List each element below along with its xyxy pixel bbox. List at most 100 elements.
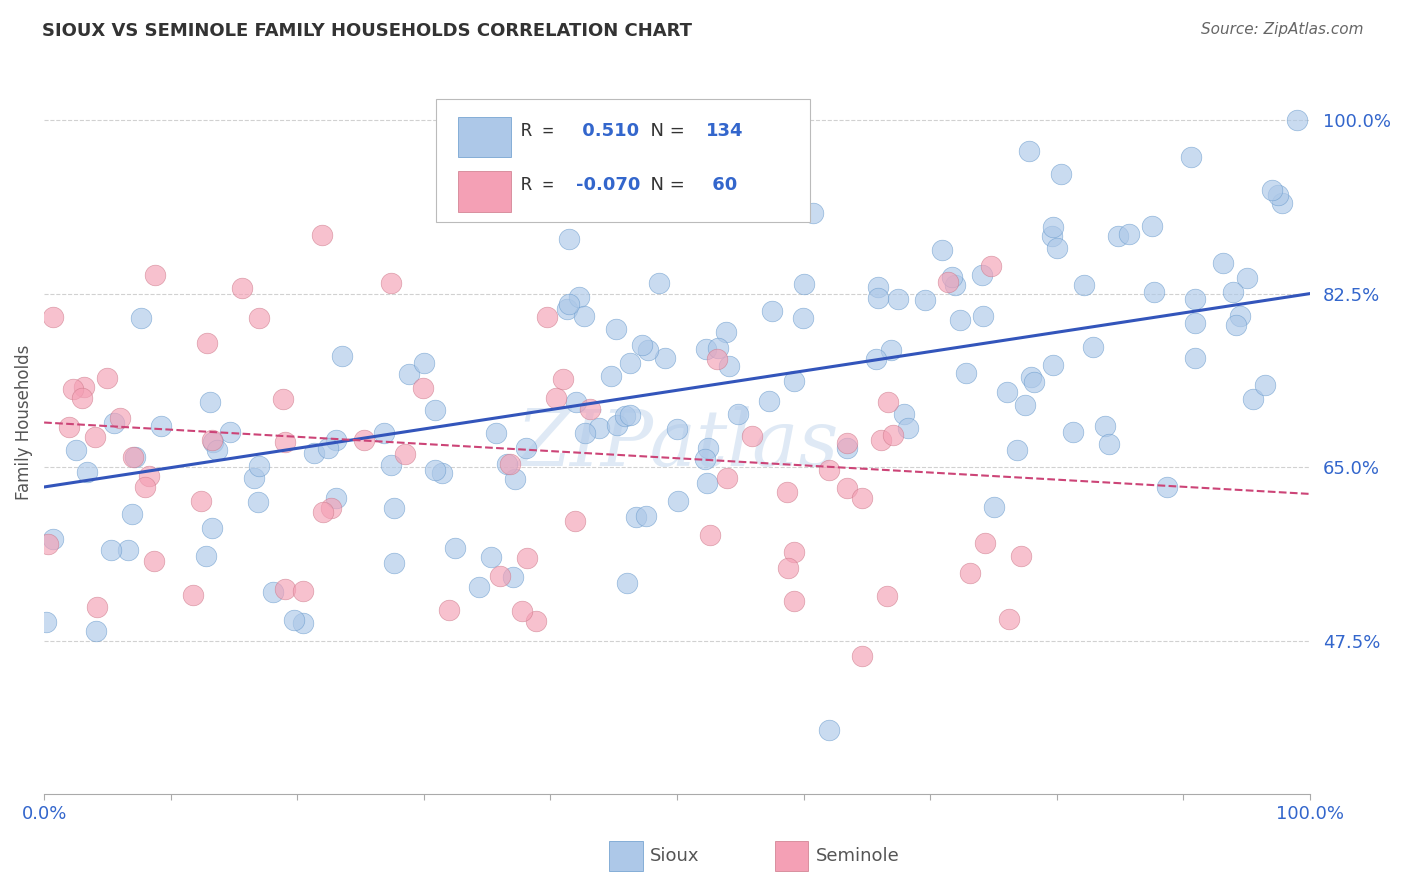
Point	[544, 391, 567, 405]
Point	[195, 549, 218, 563]
Point	[835, 435, 858, 450]
Point	[302, 445, 325, 459]
Point	[636, 508, 658, 523]
Point	[761, 304, 783, 318]
Point	[468, 581, 491, 595]
Point	[443, 541, 465, 555]
Point	[959, 566, 981, 581]
Point	[880, 343, 903, 357]
Point	[568, 290, 591, 304]
Point	[316, 441, 339, 455]
Point	[190, 494, 212, 508]
Point	[423, 403, 446, 417]
Point	[616, 575, 638, 590]
Text: Seminole: Seminole	[815, 847, 900, 865]
Point	[108, 410, 131, 425]
Point	[696, 475, 718, 490]
Point	[1018, 144, 1040, 158]
Point	[330, 349, 353, 363]
Point	[1046, 241, 1069, 255]
Point	[325, 434, 347, 448]
Text: -0.070: -0.070	[575, 177, 640, 194]
Point	[876, 395, 898, 409]
Point	[283, 613, 305, 627]
Point	[382, 500, 405, 515]
FancyBboxPatch shape	[458, 117, 512, 157]
Point	[851, 491, 873, 506]
Point	[776, 484, 799, 499]
Point	[201, 433, 224, 447]
Point	[972, 268, 994, 283]
Point	[783, 545, 806, 559]
Point	[574, 425, 596, 440]
Point	[1184, 316, 1206, 330]
Point	[893, 407, 915, 421]
Point	[515, 442, 537, 456]
Text: SIOUX VS SEMINOLE FAMILY HOUSEHOLDS CORRELATION CHART: SIOUX VS SEMINOLE FAMILY HOUSEHOLDS CORR…	[42, 22, 692, 40]
Point	[496, 457, 519, 471]
Point	[195, 336, 218, 351]
Point	[876, 589, 898, 603]
Text: Sioux: Sioux	[650, 847, 699, 865]
Point	[1267, 188, 1289, 202]
Point	[1286, 113, 1309, 128]
Point	[741, 429, 763, 443]
Point	[488, 569, 510, 583]
Point	[654, 351, 676, 366]
Point	[1236, 270, 1258, 285]
Point	[485, 426, 508, 441]
Text: 60: 60	[706, 177, 737, 194]
Point	[325, 491, 347, 505]
Point	[983, 500, 1005, 514]
Point	[103, 416, 125, 430]
Point	[914, 293, 936, 307]
Point	[558, 232, 581, 246]
Point	[262, 585, 284, 599]
Point	[1143, 285, 1166, 299]
Text: Source: ZipAtlas.com: Source: ZipAtlas.com	[1201, 22, 1364, 37]
Point	[1094, 419, 1116, 434]
Point	[231, 280, 253, 294]
Point	[783, 594, 806, 608]
Point	[835, 481, 858, 495]
Point	[706, 352, 728, 367]
Point	[980, 260, 1002, 274]
Point	[1107, 229, 1129, 244]
Point	[1184, 293, 1206, 307]
Point	[201, 435, 224, 450]
Point	[247, 310, 270, 325]
Point	[865, 351, 887, 366]
Point	[437, 603, 460, 617]
Point	[793, 277, 815, 291]
Point	[783, 374, 806, 388]
Point	[579, 401, 602, 416]
Point	[1073, 278, 1095, 293]
Point	[86, 599, 108, 614]
Point	[882, 428, 904, 442]
Point	[292, 616, 315, 631]
Point	[955, 366, 977, 380]
Point	[1254, 378, 1277, 392]
Point	[505, 472, 527, 486]
Point	[76, 465, 98, 479]
Point	[96, 371, 118, 385]
Point	[818, 463, 841, 477]
Point	[619, 356, 641, 370]
Point	[1040, 228, 1063, 243]
Point	[619, 408, 641, 422]
Point	[695, 342, 717, 356]
Point	[1081, 340, 1104, 354]
Point	[648, 277, 671, 291]
Point	[42, 532, 65, 546]
Point	[1222, 285, 1244, 300]
Point	[271, 392, 294, 407]
Point	[778, 561, 800, 575]
Point	[65, 442, 87, 457]
Point	[353, 433, 375, 447]
Point	[242, 471, 264, 485]
Point	[207, 443, 229, 458]
Point	[1180, 150, 1202, 164]
Point	[605, 322, 627, 336]
Point	[1156, 480, 1178, 494]
Point	[972, 310, 994, 324]
